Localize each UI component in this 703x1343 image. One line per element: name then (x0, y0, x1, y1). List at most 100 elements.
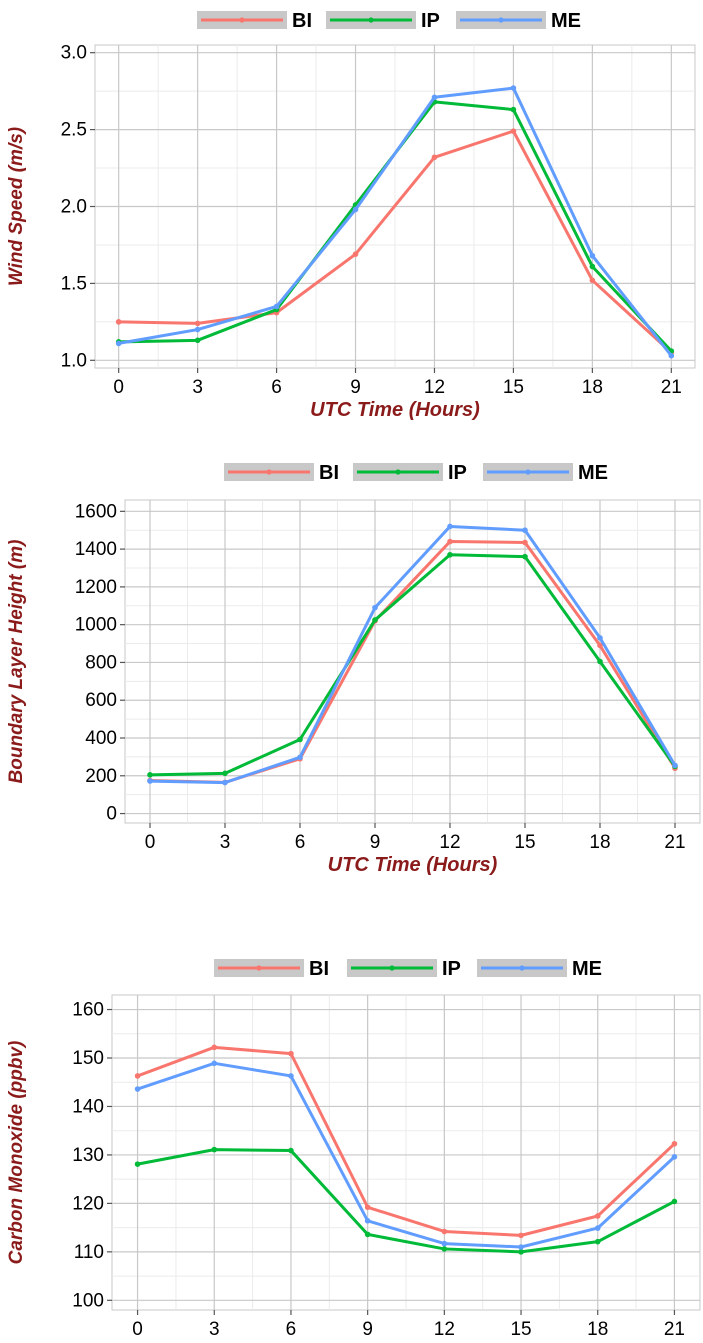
data-point (671, 1154, 678, 1160)
y-tick-label: 1600 (75, 501, 117, 522)
data-point (597, 642, 603, 649)
chart-panel-3: BI IP ME 100 110 120 130 140 150 160 0 3 6 9 12 15 18 21 U… (6, 958, 701, 1343)
data-point (352, 206, 359, 213)
x-axis-title: UTC Time (Hours) (321, 1341, 491, 1343)
legend-key-point (395, 469, 401, 475)
y-axis: 0 200 400 600 800 1000 1200 1400 1600 (75, 501, 125, 825)
series-line (136, 1148, 676, 1254)
data-point (364, 1218, 371, 1224)
data-point (288, 1050, 294, 1057)
legend-key-point (266, 469, 272, 475)
data-point (597, 658, 603, 665)
chart-panel-1: BI IP ME 1.0 1.5 2.0 2.5 3.0 0 3 6 9 12 15 18 21 UTC Tim… (6, 10, 696, 421)
y-tick-label: 3.0 (61, 43, 87, 64)
x-tick-label: 6 (271, 377, 282, 398)
data-point (288, 1073, 294, 1079)
data-point (364, 1231, 371, 1238)
y-tick-label: 140 (72, 1096, 104, 1117)
legend-item-ip: IP (353, 462, 467, 484)
legend-label: IP (442, 958, 461, 980)
y-axis-title: Wind Speed (m/s) (6, 127, 27, 286)
data-point (589, 263, 596, 270)
data-point (522, 553, 528, 560)
data-point (211, 1044, 218, 1051)
data-point (134, 1086, 141, 1092)
y-axis: 100 110 120 130 140 150 160 (72, 1000, 112, 1311)
data-point (211, 1060, 218, 1067)
y-tick-label: 160 (72, 1000, 104, 1021)
y-tick-label: 100 (72, 1290, 104, 1311)
data-point (194, 337, 201, 344)
data-point (372, 604, 378, 611)
data-point (518, 1244, 524, 1250)
series-bi (134, 1044, 678, 1239)
data-point (147, 772, 153, 778)
x-tick-label: 12 (439, 832, 460, 853)
legend-label: BI (309, 958, 329, 980)
data-point (115, 319, 122, 325)
legend-key-point (389, 965, 395, 971)
data-point (211, 1146, 218, 1153)
legend-label: BI (292, 10, 312, 32)
data-point (222, 779, 228, 786)
x-axis: 0 3 6 9 12 15 18 21 (132, 1310, 685, 1340)
data-point (668, 352, 675, 359)
legend: BI IP ME (197, 10, 581, 32)
data-point (594, 1213, 601, 1219)
legend-label: ME (578, 462, 608, 484)
x-tick-label: 9 (362, 1319, 373, 1340)
chart-panel-2: BI IP ME 0 200 400 600 800 1000 1200 1400 1600 0 3 6 9 1… (6, 462, 701, 876)
x-tick-label: 18 (589, 832, 610, 853)
legend-label: ME (572, 958, 602, 980)
legend-label: IP (421, 10, 440, 32)
data-point (134, 1161, 141, 1167)
legend-key-point (525, 469, 531, 475)
x-tick-label: 0 (113, 377, 124, 398)
data-point (522, 527, 528, 534)
x-tick-label: 18 (587, 1319, 608, 1340)
data-point (522, 539, 528, 546)
series-bi (115, 128, 675, 356)
x-tick-label: 21 (661, 377, 682, 398)
data-point (364, 1204, 371, 1211)
x-tick-label: 6 (286, 1319, 297, 1340)
data-point (441, 1228, 448, 1235)
y-tick-label: 1.5 (61, 273, 87, 294)
x-axis-title: UTC Time (Hours) (310, 399, 480, 421)
y-tick-label: 200 (85, 766, 117, 787)
x-tick-label: 15 (503, 377, 524, 398)
legend-item-bi: BI (224, 462, 339, 484)
series-line (136, 1045, 676, 1237)
data-point (447, 551, 453, 558)
data-point (518, 1249, 524, 1255)
y-tick-label: 400 (85, 728, 117, 749)
y-tick-label: 2.5 (61, 120, 87, 141)
y-tick-label: 150 (72, 1048, 104, 1069)
y-tick-label: 2.0 (61, 197, 87, 218)
grid (125, 500, 700, 823)
data-point (589, 252, 596, 259)
y-tick-label: 800 (85, 652, 117, 673)
data-point (134, 1073, 141, 1079)
data-point (194, 326, 201, 333)
data-point (273, 303, 280, 310)
x-tick-label: 9 (350, 377, 361, 398)
legend-item-bi: BI (214, 958, 329, 980)
x-tick-label: 12 (424, 377, 445, 398)
x-tick-label: 15 (514, 832, 535, 853)
series-line (136, 1061, 676, 1249)
y-tick-label: 0 (106, 804, 117, 825)
data-point (297, 736, 303, 743)
legend-item-ip: IP (326, 10, 440, 32)
x-tick-label: 6 (295, 832, 306, 853)
data-point (447, 538, 453, 545)
x-tick-label: 18 (582, 377, 603, 398)
data-point (510, 128, 517, 134)
data-point (372, 617, 378, 623)
y-tick-label: 600 (85, 690, 117, 711)
data-point (594, 1225, 601, 1231)
legend-key-point (368, 17, 374, 23)
data-point (671, 1198, 678, 1205)
legend-item-bi: BI (197, 10, 312, 32)
